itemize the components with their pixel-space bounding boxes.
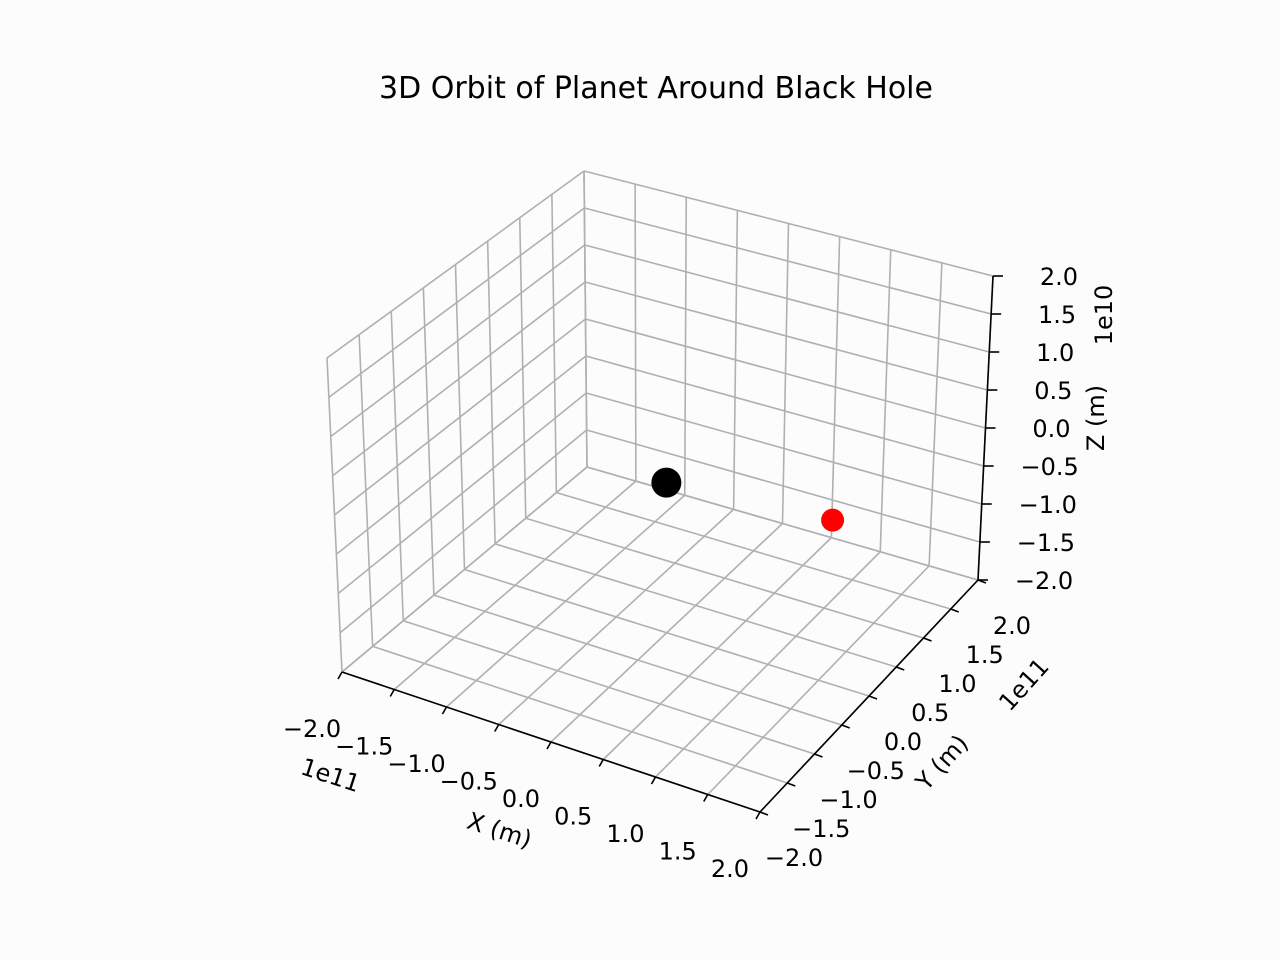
y-tick-label: −0.5 xyxy=(847,757,905,785)
y-tick-label: 1.5 xyxy=(966,641,1004,669)
x-tick xyxy=(598,759,604,767)
x-tick xyxy=(441,706,448,715)
x-axis-label: X (m) xyxy=(464,807,536,854)
back-wall-grid-line-z xyxy=(585,355,984,467)
left-wall-grid-line-z xyxy=(335,355,587,555)
z-tick-label: 1.0 xyxy=(1036,339,1074,367)
y-tick xyxy=(923,637,932,642)
z-tick-label: −1.5 xyxy=(1017,529,1075,557)
x-tick-label: −2.0 xyxy=(283,715,341,743)
floor-grid-line-y xyxy=(403,619,815,755)
x-tick-label: −1.0 xyxy=(387,750,445,778)
left-wall-grid-line-z xyxy=(334,318,586,516)
back-wall-grid-line-z xyxy=(584,281,988,391)
y-tick xyxy=(950,608,960,613)
y-tick xyxy=(786,782,796,787)
y-tick xyxy=(841,724,851,729)
floor-grid-line-y xyxy=(464,568,870,697)
z-axis-label: Z (m) xyxy=(1082,385,1110,451)
x-tick xyxy=(703,794,709,802)
back-wall-grid-line-z xyxy=(586,429,981,543)
floor-grid-line-y xyxy=(525,517,924,639)
floor-grid-line-y xyxy=(556,491,951,610)
z-tick-label: −0.5 xyxy=(1020,453,1078,481)
x-tick-label: −0.5 xyxy=(440,768,498,796)
left-wall-grid-line-z xyxy=(328,207,585,398)
left-wall-grid-line-z xyxy=(326,170,585,359)
x-tick xyxy=(650,776,657,785)
z-tick-label: 2.0 xyxy=(1040,263,1078,291)
back-wall-grid-line-z xyxy=(584,244,990,353)
z-tick-label: 0.0 xyxy=(1032,415,1070,443)
x-tick xyxy=(389,689,395,697)
left-wall-grid-line-z xyxy=(330,244,586,438)
left-wall-grid-line-z xyxy=(332,281,586,477)
y-tick xyxy=(814,753,823,758)
back-wall-grid-line-z xyxy=(586,392,982,505)
left-wall-grid-line-z xyxy=(337,392,587,595)
tick-labels: −2.0−1.5−1.0−0.50.00.51.01.52.0 −2.0−1.5−… xyxy=(283,263,1079,883)
y-tick-label: −2.0 xyxy=(765,844,823,872)
x-tick-label: 0.5 xyxy=(554,803,592,831)
y-tick xyxy=(759,811,769,816)
x-tick-label: 0.0 xyxy=(502,785,540,813)
back-wall-grid-line-z xyxy=(583,170,994,277)
left-wall-grid-line-z xyxy=(339,429,588,634)
x-tick xyxy=(546,741,552,750)
z-tick-label: 0.5 xyxy=(1034,377,1072,405)
floor-grid-line-y xyxy=(433,594,842,726)
planet-marker xyxy=(821,508,845,532)
y-tick-label: −1.5 xyxy=(792,815,850,843)
y-tick-label: 0.5 xyxy=(911,699,949,727)
back-wall-grid-line-z xyxy=(584,207,992,315)
z-tick-label: −2.0 xyxy=(1015,567,1073,595)
x-tick-label: 2.0 xyxy=(711,855,749,883)
z-offset-label: 1e10 xyxy=(1090,285,1118,346)
z-tick-label: −1.0 xyxy=(1019,491,1077,519)
x-tick-label: 1.5 xyxy=(659,838,697,866)
grid-lines xyxy=(326,170,994,813)
black-hole-marker xyxy=(651,467,682,498)
y-tick xyxy=(868,695,878,700)
x-tick xyxy=(755,811,761,820)
x-tick xyxy=(337,671,343,680)
axes xyxy=(337,275,1003,820)
back-wall-grid-line-z xyxy=(585,318,986,429)
data-points xyxy=(651,467,845,532)
floor-grid-line-y xyxy=(372,645,788,784)
floor-grid-line-y xyxy=(494,543,897,668)
z-tick-label: 1.5 xyxy=(1038,301,1076,329)
y-tick-label: 0.0 xyxy=(884,728,922,756)
left-wall-grid-line-z xyxy=(341,466,588,673)
y-tick-label: 1.0 xyxy=(938,670,976,698)
y-tick xyxy=(895,666,905,671)
chart-title: 3D Orbit of Planet Around Black Hole xyxy=(379,71,933,106)
y-tick-label: 2.0 xyxy=(993,612,1031,640)
x-tick-label: −1.5 xyxy=(335,733,393,761)
y-tick-label: −1.0 xyxy=(819,786,877,814)
x-tick xyxy=(494,724,500,732)
x-tick-label: 1.0 xyxy=(606,820,644,848)
